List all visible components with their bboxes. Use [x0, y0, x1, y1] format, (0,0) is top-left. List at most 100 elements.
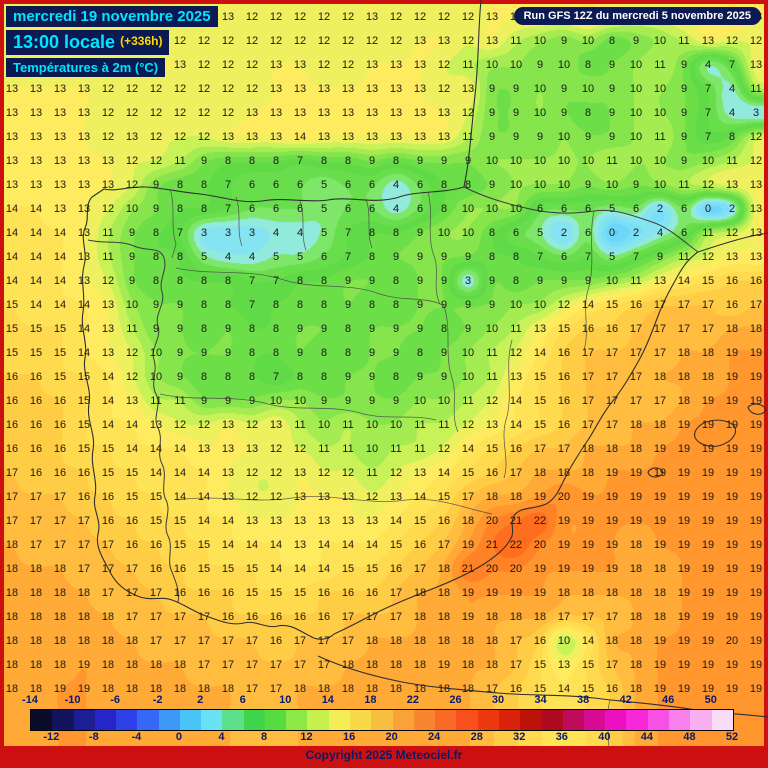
- temp-value: 13: [317, 515, 331, 527]
- temp-value: 7: [272, 275, 280, 287]
- temp-value: 10: [485, 155, 499, 167]
- temp-value: 11: [462, 59, 474, 71]
- temp-value: 13: [365, 131, 379, 143]
- temp-value: 13: [317, 83, 331, 95]
- temp-value: 8: [248, 347, 256, 359]
- temp-value: 18: [581, 587, 595, 599]
- temp-value: 12: [725, 227, 739, 239]
- temp-value: 8: [416, 347, 424, 359]
- temp-value: 19: [701, 683, 715, 695]
- temp-value: 15: [101, 443, 115, 455]
- temp-value: 13: [701, 35, 715, 47]
- temp-value: 17: [581, 371, 595, 383]
- temp-value: 16: [389, 563, 403, 575]
- temp-value: 18: [701, 347, 715, 359]
- temp-value: 14: [101, 395, 115, 407]
- temp-value: 14: [245, 539, 259, 551]
- copyright-label: Copyright 2025 Meteociel.fr: [305, 748, 463, 762]
- temp-value: 12: [269, 467, 283, 479]
- temp-value: 13: [77, 131, 91, 143]
- temp-value: 8: [248, 155, 256, 167]
- temp-value: 7: [632, 251, 640, 263]
- temp-value: 10: [125, 299, 139, 311]
- temp-value: 8: [200, 179, 208, 191]
- temp-value: 15: [581, 683, 595, 695]
- temp-value: 8: [728, 131, 736, 143]
- temp-value: 13: [365, 83, 379, 95]
- temp-value: 12: [197, 59, 211, 71]
- temp-value: 11: [126, 323, 138, 335]
- temp-value: 14: [53, 227, 67, 239]
- temp-value: 13: [5, 131, 19, 143]
- temp-value: 11: [654, 59, 666, 71]
- temp-value: 9: [368, 323, 376, 335]
- temp-value: 8: [224, 155, 232, 167]
- temp-value: 17: [581, 419, 595, 431]
- temp-value: 10: [653, 179, 667, 191]
- temp-value: 16: [29, 371, 43, 383]
- temp-value: 19: [461, 611, 475, 623]
- temp-value: 18: [629, 683, 643, 695]
- temp-value: 5: [320, 203, 328, 215]
- temp-value: 12: [101, 83, 115, 95]
- temp-value: 10: [533, 299, 547, 311]
- temp-value: 15: [365, 563, 379, 575]
- temp-value: 16: [53, 443, 67, 455]
- temp-value: 8: [320, 155, 328, 167]
- temp-value: 18: [677, 371, 691, 383]
- temp-value: 6: [296, 203, 304, 215]
- temp-value: 18: [53, 635, 67, 647]
- temp-value: 17: [197, 659, 211, 671]
- temp-value: 13: [413, 107, 427, 119]
- temp-value: 12: [293, 443, 307, 455]
- temp-value: 15: [53, 323, 67, 335]
- temp-value: 13: [485, 35, 499, 47]
- temp-value: 9: [368, 395, 376, 407]
- temp-value: 15: [413, 515, 427, 527]
- temp-value: 10: [365, 419, 379, 431]
- temp-value: 9: [440, 299, 448, 311]
- temp-value: 13: [389, 83, 403, 95]
- color-scale-bar: [30, 709, 734, 731]
- temp-value: 17: [101, 587, 115, 599]
- temp-value: 19: [77, 683, 91, 695]
- scale-segment: [477, 710, 499, 730]
- temp-value: 19: [533, 491, 547, 503]
- temp-value: 18: [653, 563, 667, 575]
- temp-value: 19: [437, 659, 451, 671]
- temp-value: 6: [344, 179, 352, 191]
- temp-value: 9: [464, 155, 472, 167]
- temp-value: 6: [560, 203, 568, 215]
- temp-value: 18: [77, 587, 91, 599]
- temp-value: 12: [509, 347, 523, 359]
- temp-value: 13: [221, 467, 235, 479]
- temp-value: 16: [125, 515, 139, 527]
- temp-value: 9: [416, 251, 424, 263]
- scale-tick-label: 48: [683, 731, 696, 743]
- temp-value: 19: [701, 587, 715, 599]
- temp-value: 19: [701, 563, 715, 575]
- temp-value: 14: [221, 515, 235, 527]
- temp-value: 17: [245, 659, 259, 671]
- temp-value: 8: [320, 371, 328, 383]
- temp-value: 13: [413, 467, 427, 479]
- temp-value: 17: [629, 323, 643, 335]
- temp-value: 13: [269, 59, 283, 71]
- temp-value: 8: [224, 299, 232, 311]
- scale-tick-label: -4: [131, 731, 142, 743]
- temp-value: 18: [221, 683, 235, 695]
- scale-segment: [562, 710, 584, 730]
- temp-value: 8: [368, 227, 376, 239]
- temp-value: 7: [728, 59, 736, 71]
- temp-value: 6: [512, 227, 520, 239]
- temp-value: 5: [296, 251, 304, 263]
- temp-value: 8: [368, 251, 376, 263]
- temp-value: 8: [392, 227, 400, 239]
- temp-value: 19: [533, 587, 547, 599]
- temp-value: 19: [749, 635, 763, 647]
- temp-value: 18: [317, 683, 331, 695]
- temp-value: 17: [605, 347, 619, 359]
- temp-value: 8: [368, 299, 376, 311]
- temp-value: 13: [749, 203, 763, 215]
- temp-value: 12: [317, 11, 331, 23]
